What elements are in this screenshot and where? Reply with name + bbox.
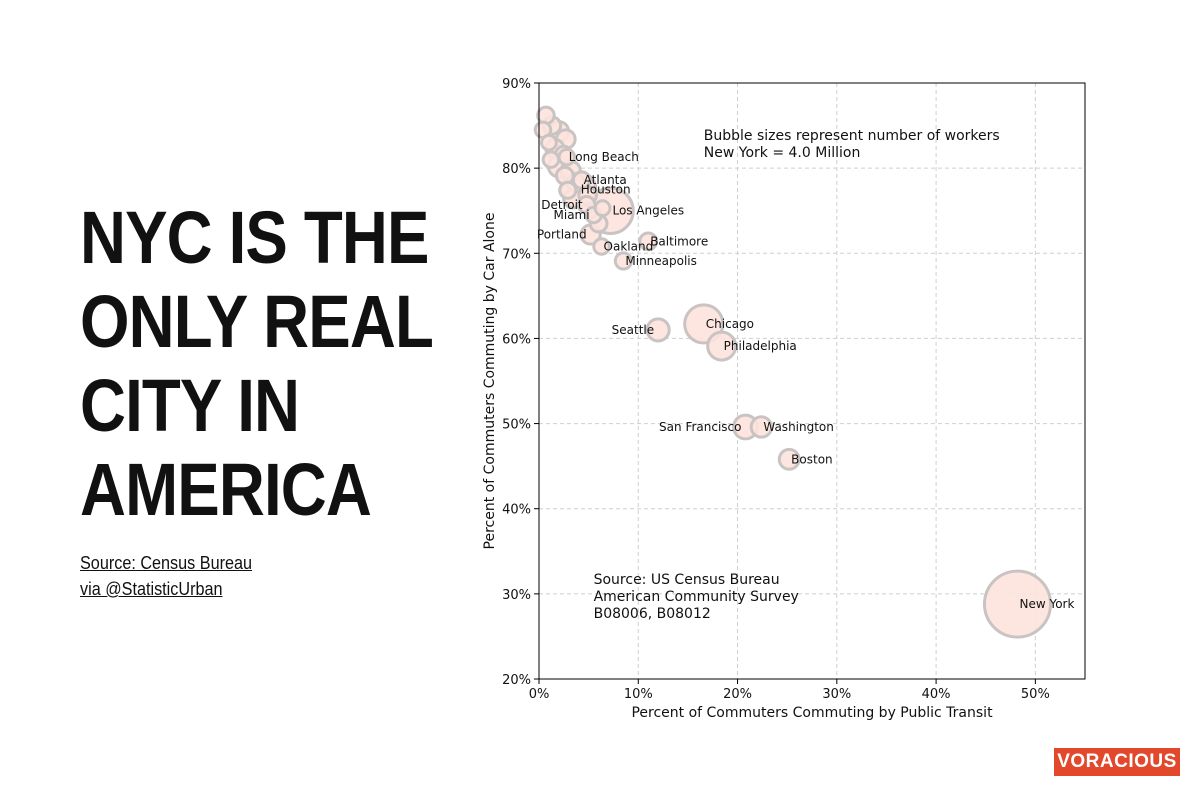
y-tick-label: 70%: [502, 247, 531, 262]
scatter-chart: 0% 10% 20% 30% 40% 50% 20% 30% 40% 50% 60% 70% 80% 90…: [482, 77, 1086, 721]
label-oakland: Oakland: [604, 239, 654, 253]
x-tick-label: 30%: [822, 687, 851, 702]
headline: NYC IS THE ONLY REAL CITY IN AMERICA: [80, 196, 434, 532]
label-washington: Washington: [763, 420, 834, 434]
headline-line-3: CITY IN: [80, 364, 300, 447]
label-boston: Boston: [791, 452, 832, 466]
bubble-minneapolis: [613, 251, 633, 271]
bubble-size-note: Bubble sizes represent number of workers…: [704, 128, 1004, 161]
source-note-line-1: Source: US Census Bureau: [594, 572, 780, 588]
y-tick-label: 50%: [502, 418, 531, 433]
label-long-beach: Long Beach: [569, 150, 639, 164]
source-link[interactable]: Source: Census Bureau: [80, 553, 252, 573]
bubble-atlanta: [571, 170, 592, 190]
bubble-boston: [777, 447, 801, 471]
plot-frame: [538, 82, 1086, 680]
label-chicago: Chicago: [706, 317, 754, 331]
label-baltimore: Baltimore: [650, 234, 708, 248]
headline-line-2: ONLY REAL: [80, 280, 434, 363]
bubble-oakland: [592, 237, 611, 256]
bubble-seattle: [645, 317, 671, 343]
label-minneapolis: Minneapolis: [625, 254, 697, 268]
x-tick-label: 0%: [529, 687, 550, 702]
x-tick-label: 10%: [624, 687, 653, 702]
bubble-note-line-2: New York = 4.0 Million: [704, 145, 861, 161]
label-houston: Houston: [581, 182, 631, 196]
label-philadelphia: Philadelphia: [724, 339, 797, 353]
y-tick-label: 40%: [502, 503, 531, 518]
x-tick-label: 40%: [922, 687, 951, 702]
headline-line-1: NYC IS THE: [80, 196, 429, 279]
headline-line-4: AMERICA: [80, 448, 372, 531]
brand-logo: VORACIOUS: [1054, 748, 1180, 776]
bubble-new-york: [982, 569, 1052, 639]
bubble-note-line-1: Bubble sizes represent number of workers: [704, 128, 1000, 144]
source-block: Source: Census Bureau via @StatisticUrba…: [80, 550, 271, 602]
source-note-line-3: B08006, B08012: [594, 606, 711, 622]
label-detroit: Detroit: [541, 198, 583, 212]
y-axis-label: Percent of Commuters Commuting by Car Al…: [482, 213, 498, 550]
bubble-baltimore: [638, 231, 659, 252]
bubble-philadelphia: [706, 330, 738, 362]
bubble-unlabeled-city: [541, 150, 561, 169]
bubble-unlabeled-city: [558, 180, 578, 200]
label-new-york: New York: [1019, 597, 1074, 611]
chart-source-note: Source: US Census Bureau American Commun…: [594, 572, 804, 622]
bubble-washington: [749, 415, 774, 439]
y-tick-label: 20%: [502, 673, 531, 688]
label-atlanta: Atlanta: [584, 173, 627, 187]
label-los-angeles: Los Angeles: [612, 204, 684, 218]
x-tick-label: 20%: [723, 687, 752, 702]
label-seattle: Seattle: [612, 323, 654, 337]
bubble-unlabeled-city: [593, 199, 612, 218]
y-tick-label: 30%: [502, 588, 531, 603]
x-axis-label: Percent of Commuters Commuting by Public…: [631, 705, 993, 721]
label-miami: Miami: [554, 208, 590, 222]
via-link[interactable]: via @StatisticUrban: [80, 579, 223, 599]
source-note-line-2: American Community Survey: [594, 589, 799, 605]
y-tick-label: 90%: [502, 77, 531, 92]
y-tick-label: 60%: [502, 332, 531, 347]
y-tick-label: 80%: [502, 162, 531, 177]
label-portland: Portland: [537, 228, 587, 242]
label-san-francisco: San Francisco: [659, 420, 741, 434]
bubble-unlabeled-city: [540, 133, 558, 152]
x-tick-label: 50%: [1021, 687, 1050, 702]
